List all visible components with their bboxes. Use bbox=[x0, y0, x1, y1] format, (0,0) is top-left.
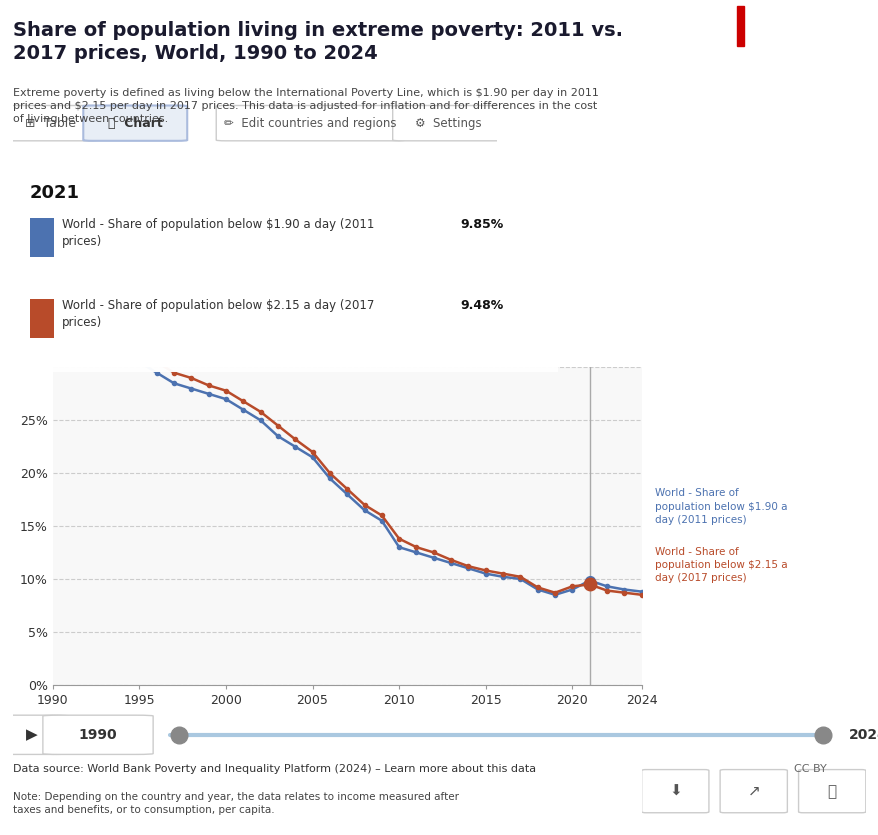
Bar bbox=[30, 299, 54, 337]
Text: World - Share of population below $1.90 a day (2011
prices): World - Share of population below $1.90 … bbox=[62, 218, 374, 248]
FancyBboxPatch shape bbox=[797, 770, 865, 812]
Text: ⛶: ⛶ bbox=[827, 784, 836, 798]
Text: Data source: World Bank Poverty and Inequality Platform (2024) – Learn more abou: Data source: World Bank Poverty and Ineq… bbox=[13, 764, 536, 774]
Text: ⬇: ⬇ bbox=[668, 784, 681, 798]
FancyBboxPatch shape bbox=[0, 715, 68, 755]
Text: Note: Depending on the country and year, the data relates to income measured aft: Note: Depending on the country and year,… bbox=[13, 792, 458, 815]
FancyBboxPatch shape bbox=[641, 770, 708, 812]
FancyBboxPatch shape bbox=[216, 105, 404, 141]
Text: ✏  Edit countries and regions: ✏ Edit countries and regions bbox=[224, 117, 396, 129]
Text: 9.85%: 9.85% bbox=[459, 218, 503, 231]
Text: CC BY: CC BY bbox=[793, 764, 825, 774]
FancyBboxPatch shape bbox=[719, 770, 787, 812]
FancyBboxPatch shape bbox=[4, 105, 97, 141]
Text: World - Share of
population below $1.90 a
day (2011 prices): World - Share of population below $1.90 … bbox=[654, 488, 787, 525]
Text: Extreme poverty is defined as living below the International Poverty Line, which: Extreme poverty is defined as living bel… bbox=[13, 88, 599, 124]
Text: ▶: ▶ bbox=[26, 727, 38, 742]
FancyBboxPatch shape bbox=[43, 715, 153, 755]
Text: Share of population living in extreme poverty: 2011 vs.
2017 prices, World, 1990: Share of population living in extreme po… bbox=[13, 21, 623, 63]
Text: ⚙  Settings: ⚙ Settings bbox=[414, 117, 481, 129]
Text: 1990: 1990 bbox=[79, 728, 117, 741]
FancyBboxPatch shape bbox=[83, 105, 187, 141]
Text: World - Share of population below $2.15 a day (2017
prices): World - Share of population below $2.15 … bbox=[62, 299, 374, 329]
Text: ⊞  Table: ⊞ Table bbox=[25, 117, 76, 129]
Text: ↗: ↗ bbox=[746, 784, 759, 798]
Bar bbox=[736, 6, 744, 46]
Text: 2024: 2024 bbox=[848, 728, 878, 741]
FancyBboxPatch shape bbox=[8, 156, 563, 374]
FancyBboxPatch shape bbox=[392, 105, 503, 141]
Text: 📈  Chart: 📈 Chart bbox=[107, 117, 162, 129]
Text: Our World
in Data: Our World in Data bbox=[774, 13, 833, 35]
Text: 9.48%: 9.48% bbox=[459, 299, 503, 312]
Bar bbox=[30, 218, 54, 256]
Text: 2021: 2021 bbox=[30, 185, 79, 202]
Text: World - Share of
population below $2.15 a
day (2017 prices): World - Share of population below $2.15 … bbox=[654, 547, 787, 584]
